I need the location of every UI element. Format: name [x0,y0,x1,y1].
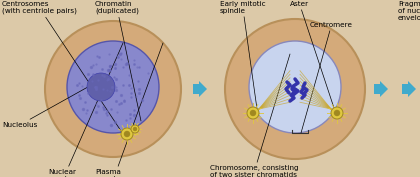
Circle shape [67,41,159,133]
FancyArrow shape [402,81,416,97]
Text: Early mitotic
spindle: Early mitotic spindle [220,1,265,109]
Text: Centromere: Centromere [301,22,353,133]
Circle shape [131,125,139,133]
Text: Aster: Aster [290,1,335,111]
Circle shape [334,110,340,116]
Text: Plasma
membrane: Plasma membrane [95,43,163,177]
Text: Nuclear
envelope: Nuclear envelope [48,43,123,177]
Circle shape [249,41,341,133]
Text: Fragments
of nuclear
envelope: Fragments of nuclear envelope [398,1,420,107]
Circle shape [133,127,137,131]
Circle shape [87,73,115,101]
Circle shape [225,19,365,159]
FancyArrow shape [193,81,207,97]
Circle shape [124,131,130,137]
Circle shape [121,128,133,140]
Circle shape [250,110,256,116]
Text: Chromosome, consisting
of two sister chromatids: Chromosome, consisting of two sister chr… [210,54,299,177]
FancyArrow shape [374,81,388,97]
Text: Chromatin
(duplicated): Chromatin (duplicated) [95,1,141,121]
Circle shape [331,107,343,119]
Text: Centrosomes
(with centriole pairs): Centrosomes (with centriole pairs) [2,1,123,134]
Circle shape [45,21,181,157]
Text: Nucleolus: Nucleolus [2,83,95,128]
Circle shape [247,107,259,119]
